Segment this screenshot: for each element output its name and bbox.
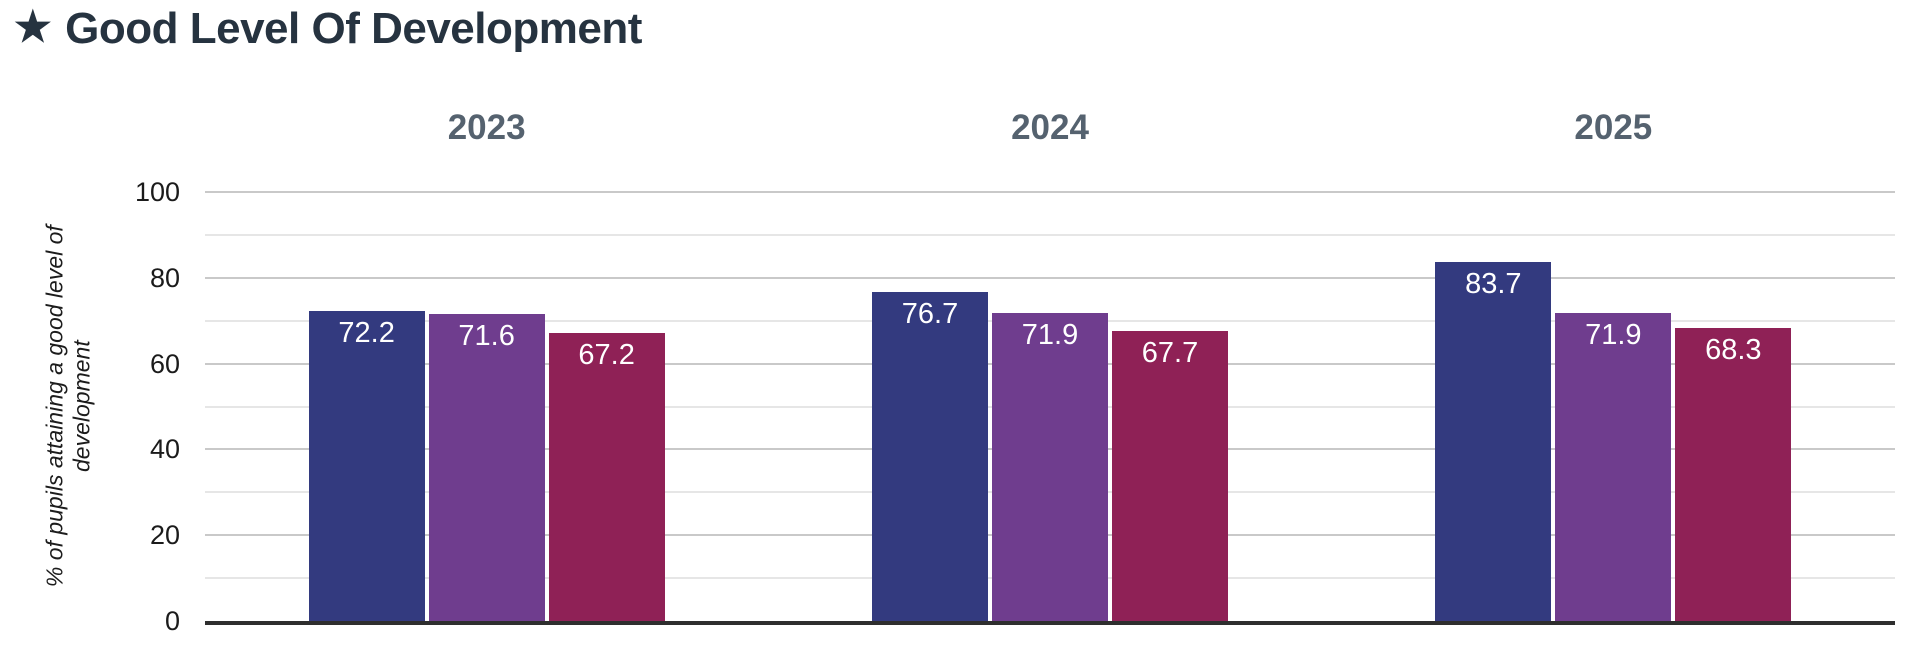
y-tick-label: 60 [149,348,180,379]
y-axis-title: % of pupils attaining a good level of de… [36,192,100,621]
bar-2023-series1[interactable]: 72.2 [308,311,425,621]
bar-value-label: 71.9 [1021,318,1079,351]
page-title: ★ Good Level Of Development [14,4,642,54]
bar-2024-series2[interactable]: 71.9 [992,312,1108,621]
bar-2024-series3[interactable]: 67.7 [1112,330,1228,621]
gridline-major [205,191,1895,193]
bar-2025-series2[interactable]: 71.9 [1555,312,1672,621]
bar-2023-series2[interactable]: 71.6 [428,313,545,621]
category-label-2024: 2024 [1011,108,1089,147]
y-tick-label: 100 [134,177,180,207]
bar-value-label: 68.3 [1705,334,1762,366]
bar-value-label: 83.7 [1465,267,1522,300]
y-tick-label: 40 [149,434,180,465]
category-label-2023: 2023 [447,108,526,147]
bar-value-label: 72.2 [338,317,395,350]
page-title-text: Good Level Of Development [65,4,642,53]
bar-2024-series1[interactable]: 76.7 [872,291,988,621]
category-label-2025: 2025 [1574,108,1653,147]
y-axis-title-text: % of pupils attaining a good level of de… [40,225,94,588]
bar-value-label: 71.6 [458,319,515,352]
y-tick-label: 20 [149,520,180,551]
bar-2025-series3[interactable]: 68.3 [1675,328,1792,621]
y-tick-label: 0 [164,606,180,636]
star-icon: ★ [14,3,52,50]
bar-value-label: 76.7 [901,297,959,330]
plot-area: 72.2 71.6 67.2 76.7 71.9 67.7 83.7 71.9 68.3 [205,191,1895,625]
bar-value-label: 71.9 [1585,318,1642,351]
y-tick-label: 80 [149,262,180,293]
bar-2025-series1[interactable]: 83.7 [1435,261,1552,621]
gridline-minor [205,233,1895,236]
bar-value-label: 67.7 [1141,336,1199,369]
bar-value-label: 67.2 [578,338,635,371]
gridline-major [205,276,1895,279]
bar-2023-series3[interactable]: 67.2 [548,332,665,621]
